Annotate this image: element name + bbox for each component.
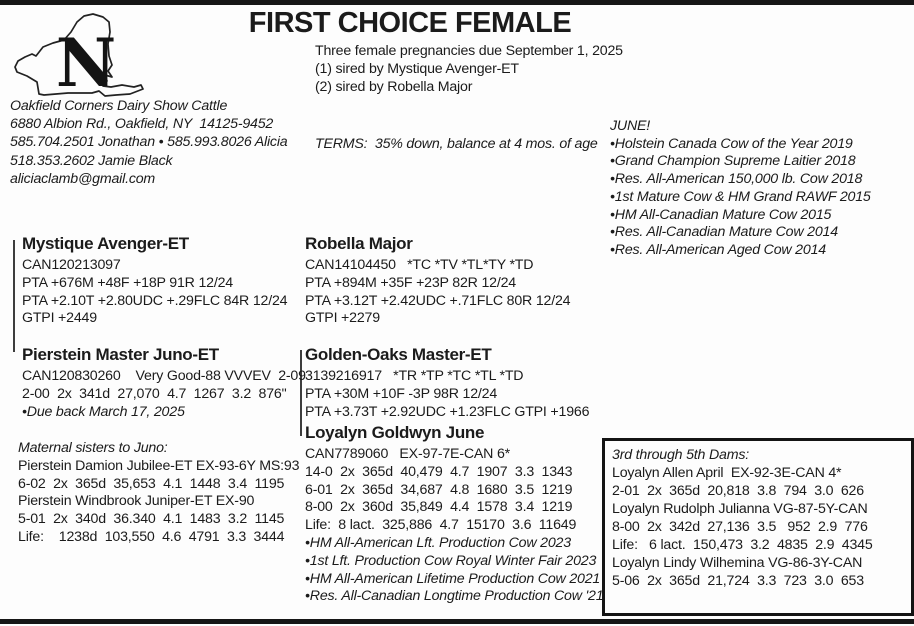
sire2-line: PTA +894M +35F +23P 82R 12/24 [305,274,516,291]
dam2-line: 14-0 2x 365d 40,479 4.7 1907 3.3 1343 [305,463,573,480]
ny-state-logo: N [8,10,146,107]
dam2-sire-line: PTA +30M +10F -3P 98R 12/24 [305,385,498,402]
dam1-due-note: •Due back March 17, 2025 [22,403,185,420]
june-honor-item: •Grand Champion Supreme Laitier 2018 [610,153,856,170]
june-honor-item: •Res. All-American Aged Cow 2014 [610,241,826,258]
dam1-line: CAN120830260 Very Good-88 VVVEV 2-09 [22,368,306,384]
dam2-honor-item: •Res. All-Canadian Longtime Production C… [305,588,604,605]
dam2-honor-item: •HM All-American Lifetime Production Cow… [305,570,601,587]
pedigree-connector-line [300,350,302,436]
dam1-line: 2-00 2x 341d 27,070 4.7 1267 3.2 876" [22,385,287,402]
dam2-name: Loyalyn Goldwyn June [305,423,485,442]
pedigree-connector-line [13,240,15,352]
sisters-heading: Maternal sisters to Juno: [18,440,168,456]
dam2-sire-name: Golden-Oaks Master-ET [305,345,492,364]
dam2-line: CAN7789060 EX-97-7E-CAN 6* [305,446,510,462]
dams-box-line: Loyalyn Allen April EX-92-3E-CAN 4* [612,465,842,481]
intro-line: (1) sired by Mystique Avenger-ET [315,60,519,77]
dam2-honor-item: •1st Lft. Production Cow Royal Winter Fa… [305,552,597,569]
sire1-block: Mystique Avenger-ET CAN120213097 PTA +67… [22,234,288,328]
sire2-line: PTA +3.12T +2.42UDC +.71FLC 80R 12/24 [305,292,571,309]
page-title: FIRST CHOICE FEMALE [248,7,572,39]
dam2-sire-line: 3139216917 *TR *TP *TC *TL *TD [305,368,524,384]
dams-box-line: Loyalyn Lindy Wilhemina VG-86-3Y-CAN [612,555,863,571]
dam2-line: Life: 8 lact. 325,886 4.7 15170 3.6 1164… [305,517,577,534]
sister-line: Pierstein Damion Jubilee-ET EX-93-6Y MS:… [18,457,300,474]
intro-line: Three female pregnancies due September 1… [315,43,623,59]
dams-box: 3rd through 5th Dams: Loyalyn Allen Apri… [602,438,914,616]
sire1-name: Mystique Avenger-ET [22,234,189,253]
dams-box-line: 8-00 2x 342d 27,136 3.5 952 2.9 776 [612,519,868,535]
dam2-block: Loyalyn Goldwyn June CAN7789060 EX-97-7E… [305,423,604,606]
june-honor-item: •Holstein Canada Cow of the Year 2019 [610,135,853,152]
dams-box-line: 5-06 2x 365d 21,724 3.3 723 3.0 653 [612,573,864,589]
sire1-line: GTPI +2449 [22,310,97,327]
logo-letter: N [56,24,116,102]
terms-text: TERMS: 35% down, balance at 4 mos. of ag… [315,136,598,152]
maternal-sisters-block: Maternal sisters to Juno: Pierstein Dami… [18,440,299,547]
dam2-honor-item: •HM All-American Lft. Production Cow 202… [305,534,571,551]
sister-line: 5-01 2x 340d 36.340 4.1 1483 3.2 1145 [18,511,285,528]
sire1-line: PTA +676M +48F +18P 91R 12/24 [22,274,233,291]
contact-line: 585.704.2501 Jonathan • 585.993.8026 Ali… [10,134,288,151]
dam2-line: 6-01 2x 365d 34,687 4.8 1680 3.5 1219 [305,481,573,498]
june-honor-item: •HM All-Canadian Mature Cow 2015 [610,206,832,223]
dams-box-line: Life: 6 lact. 150,473 3.2 4835 2.9 4345 [612,537,873,553]
sire1-line: CAN120213097 [22,257,121,273]
email-text: aliciaclamb@gmail.com [10,170,156,187]
sire2-name: Robella Major [305,234,413,253]
sire2-line: CAN14104450 *TC *TV *TL*TY *TD [305,257,534,273]
sister-line: Life: 1238d 103,550 4.6 4791 3.3 3444 [18,528,285,545]
contact-line: 518.353.2602 Jamie Black [10,152,173,169]
sire2-line: GTPI +2279 [305,310,380,327]
dam1-block: Pierstein Master Juno-ET CAN120830260 Ve… [22,345,306,421]
june-honor-item: •Res. All-American 150,000 lb. Cow 2018 [610,171,863,188]
dam1-name: Pierstein Master Juno-ET [22,345,219,364]
sire2-block: Robella Major CAN14104450 *TC *TV *TL*TY… [305,234,571,328]
top-border [0,0,914,5]
dam2-line: 8-00 2x 360d 35,849 4.4 1578 3.4 1219 [305,499,573,516]
june-honor-item: •Res. All-Canadian Mature Cow 2014 [610,224,838,241]
dams-box-heading: 3rd through 5th Dams: [612,447,749,463]
contact-line: 6880 Albion Rd., Oakfield, NY 14125-9452 [10,116,274,133]
dams-box-line: Loyalyn Rudolph Julianna VG-87-5Y-CAN [612,501,868,517]
june-honor-item: •1st Mature Cow & HM Grand RAWF 2015 [610,188,871,205]
dams-box-line: 2-01 2x 365d 20,818 3.8 794 3.0 626 [612,483,864,499]
sister-line: Pierstein Windbrook Juniper-ET EX-90 [18,493,255,510]
contact-line: Oakfield Corners Dairy Show Cattle [10,98,228,114]
june-heading: JUNE! [610,118,650,134]
intro-block: Three female pregnancies due September 1… [315,43,623,96]
ny-outline-icon: N [14,13,144,102]
june-honors-block: JUNE! •Holstein Canada Cow of the Year 2… [610,118,871,260]
sister-line: 6-02 2x 365d 35,653 4.1 1448 3.4 1195 [18,475,285,492]
sire1-line: PTA +2.10T +2.80UDC +.29FLC 84R 12/24 [22,292,288,309]
dam2-sire-block: Golden-Oaks Master-ET 3139216917 *TR *TP… [305,345,589,421]
intro-line: (2) sired by Robella Major [315,78,473,95]
bottom-border [0,619,914,624]
contact-block: Oakfield Corners Dairy Show Cattle 6880 … [10,97,288,188]
dam2-sire-line: PTA +3.73T +2.92UDC +1.23FLC GTPI +1966 [305,403,590,420]
